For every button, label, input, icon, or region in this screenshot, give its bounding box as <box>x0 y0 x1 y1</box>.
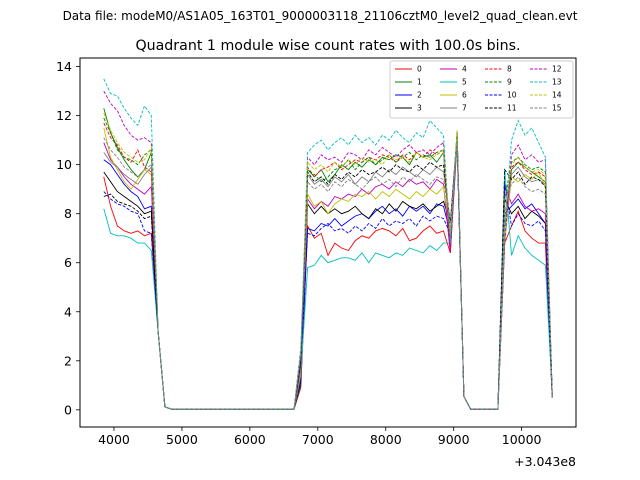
series-line-11 <box>103 139 553 410</box>
x-tick-label: 8000 <box>370 432 402 447</box>
chart-title: Quadrant 1 module wise count rates with … <box>135 38 520 54</box>
y-tick-label: 8 <box>64 206 72 221</box>
legend-label-5: 5 <box>462 78 467 87</box>
legend-label-10: 10 <box>507 91 517 100</box>
y-tick-label: 14 <box>56 59 72 74</box>
legend-label-12: 12 <box>552 65 562 74</box>
legend-label-8: 8 <box>507 65 512 74</box>
x-tick-label: 9000 <box>438 432 470 447</box>
y-tick-label: 0 <box>64 402 72 417</box>
legend-label-11: 11 <box>507 104 517 113</box>
y-tick-label: 10 <box>56 157 72 172</box>
plot-frame <box>79 57 577 428</box>
legend-label-6: 6 <box>462 91 467 100</box>
legend-label-0: 0 <box>417 65 422 74</box>
y-axis: 0 2 4 6 8 10 12 14 <box>56 59 80 417</box>
legend-label-4: 4 <box>462 65 467 74</box>
legend-label-9: 9 <box>507 78 512 87</box>
x-offset-label: +3.043e8 <box>514 454 576 469</box>
legend-frame <box>389 60 574 119</box>
legend-label-1: 1 <box>417 78 422 87</box>
y-tick-label: 12 <box>56 108 72 123</box>
x-axis: 4000 5000 6000 7000 8000 9000 10000 <box>98 427 542 447</box>
x-tick-label: 6000 <box>234 432 266 447</box>
y-tick-label: 4 <box>64 304 72 319</box>
legend-label-2: 2 <box>417 91 422 100</box>
x-tick-label: 5000 <box>166 432 198 447</box>
x-tick-label: 4000 <box>98 432 130 447</box>
legend-label-3: 3 <box>417 104 422 113</box>
suptitle: Data file: modeM0/AS1A05_163T01_90000031… <box>63 9 578 23</box>
legend-label-7: 7 <box>462 104 467 113</box>
series-lines <box>103 78 553 410</box>
x-tick-label: 10000 <box>502 432 542 447</box>
y-tick-label: 2 <box>64 353 72 368</box>
x-tick-label: 7000 <box>302 432 334 447</box>
legend-label-15: 15 <box>552 104 562 113</box>
y-tick-label: 6 <box>64 255 72 270</box>
legend-label-13: 13 <box>552 78 562 87</box>
legend-label-14: 14 <box>552 91 562 100</box>
series-line-15 <box>103 137 553 410</box>
